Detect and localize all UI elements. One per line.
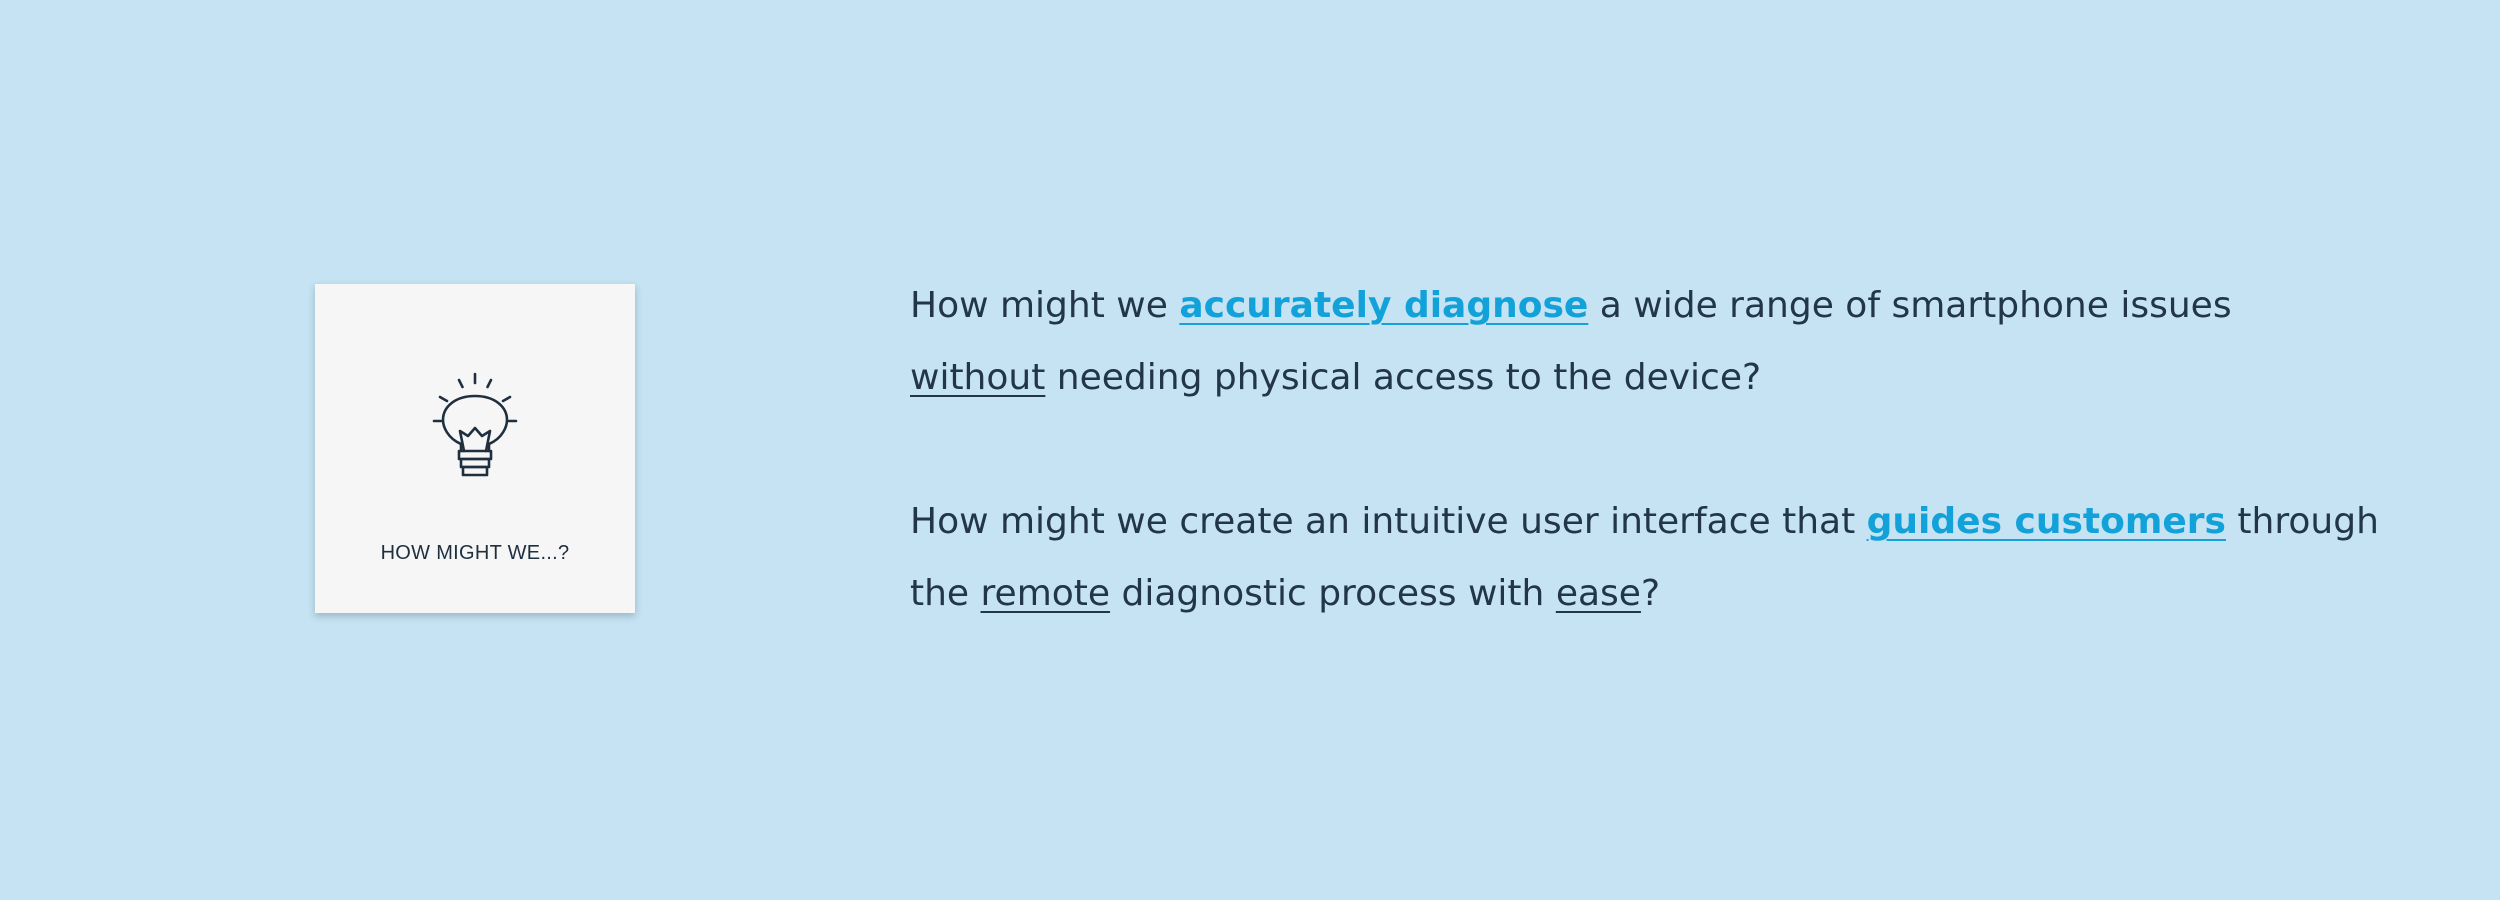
statement-2: How might we create an intuitive user in… (910, 486, 2430, 630)
statement-2-emphasis-remote: remote (980, 573, 1111, 614)
statement-text: diagnostic process with (1110, 573, 1556, 614)
statement-text: ? (1640, 573, 1661, 614)
statement-text: through (2225, 501, 2379, 542)
statement-1: How might we accurately diagnose a wide … (910, 270, 2430, 414)
statement-1-highlight-link[interactable]: accurately diagnose (1179, 285, 1589, 326)
hmw-card: HOW MIGHT WE...? (315, 284, 635, 613)
statement-text: How might we create an intuitive user in… (910, 501, 1867, 542)
statement-text: needing physical access to the device? (1045, 357, 1762, 398)
hmw-statements: How might we accurately diagnose a wide … (910, 270, 2430, 630)
statement-1-line-1: How might we accurately diagnose a wide … (910, 285, 2232, 326)
statement-2-line-1: How might we create an intuitive user in… (910, 501, 2379, 542)
statement-1-line-2: without needing physical access to the d… (910, 357, 1761, 398)
card-label: HOW MIGHT WE...? (380, 542, 570, 564)
statement-text: a wide range of smartphone issues (1599, 285, 2232, 326)
statement-text: the (910, 573, 981, 614)
statement-2-highlight-link[interactable]: guides customers (1866, 501, 2226, 542)
statement-2-emphasis-ease: ease (1555, 573, 1641, 614)
statement-2-line-2: the remote diagnostic process with ease? (910, 573, 1660, 614)
statement-text: How might we (910, 285, 1180, 326)
lightbulb-icon (432, 372, 518, 477)
statement-1-emphasis: without (910, 357, 1046, 398)
